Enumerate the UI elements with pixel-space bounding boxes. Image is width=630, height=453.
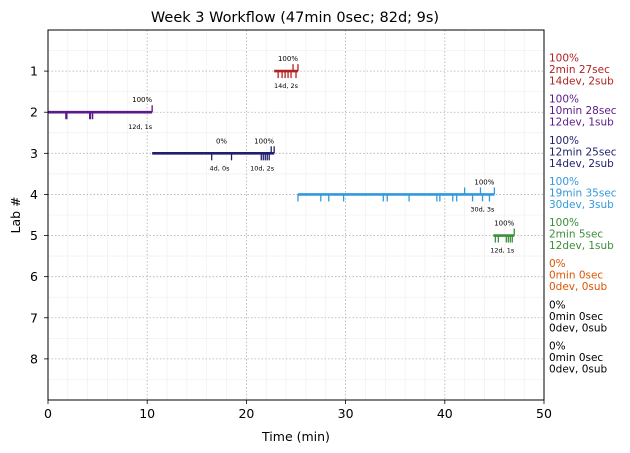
y-tick-label: 5 (30, 228, 38, 243)
side-counts: 0dev, 0sub (549, 322, 608, 334)
y-tick-label: 3 (30, 146, 38, 161)
segment-pct-label: 100% (278, 55, 298, 63)
segment-count-label: 12d, 1s (490, 247, 515, 255)
y-tick-label: 1 (30, 64, 38, 79)
side-time: 0min 0sec (549, 270, 603, 282)
side-counts: 14dev, 2sub (549, 76, 614, 88)
plot-frame (47, 29, 545, 401)
segment-pct-label: 100% (132, 96, 152, 104)
timeline-bars: 100% 14d, 2s 100% 12d, 1s 0% 4d, 0s 100% 10d, 2… (48, 55, 515, 255)
segment-pct-label: 100% (474, 178, 494, 186)
side-pct: 100% (549, 176, 579, 188)
segment-count-label: 14d, 2s (274, 82, 299, 90)
x-tick-label: 40 (437, 406, 453, 421)
side-pct: 100% (549, 53, 579, 65)
side-time: 2min 27sec (549, 64, 610, 76)
side-pct: 100% (549, 135, 579, 147)
x-tick-label: 10 (139, 406, 155, 421)
x-tick-label: 50 (536, 406, 552, 421)
side-pct: 0% (549, 340, 566, 352)
side-counts: 0dev, 0sub (549, 281, 608, 293)
segment-pct-label: 0% (216, 137, 227, 145)
x-tick-label: 0 (44, 406, 52, 421)
y-tick-label: 2 (30, 105, 38, 120)
side-counts: 30dev, 3sub (549, 199, 614, 211)
side-counts: 12dev, 1sub (549, 117, 614, 129)
side-time: 12min 25sec (549, 146, 617, 158)
axes: 0 10 20 30 40 50 1 2 3 4 5 6 7 8 (30, 64, 552, 421)
x-tick-label: 30 (338, 406, 354, 421)
y-tick-label: 7 (30, 310, 38, 325)
segment-count-label: 12d, 1s (128, 123, 153, 131)
segment-count-label: 4d, 0s (210, 164, 231, 172)
chart-title: Week 3 Workflow (47min 0sec; 82d; 9s) (151, 10, 439, 26)
segment-count-label: 10d, 2s (250, 164, 275, 172)
segment-pct-label: 100% (494, 220, 514, 228)
y-tick-label: 4 (30, 187, 38, 202)
segment-pct-label: 100% (254, 137, 274, 145)
side-time: 0min 0sec (549, 311, 603, 323)
side-pct: 100% (549, 217, 579, 229)
side-pct: 0% (549, 258, 566, 270)
side-time: 10min 28sec (549, 105, 617, 117)
y-tick-label: 6 (30, 269, 38, 284)
side-counts: 12dev, 1sub (549, 240, 614, 252)
side-pct: 0% (549, 299, 566, 311)
side-counts: 14dev, 2sub (549, 158, 614, 170)
grid (47, 30, 545, 400)
side-time: 0min 0sec (549, 352, 603, 364)
side-time: 19min 35sec (549, 187, 617, 199)
y-axis-label: Lab # (8, 196, 23, 233)
y-tick-label: 8 (30, 351, 38, 366)
side-pct: 100% (549, 94, 579, 106)
segment-count-label: 30d, 3s (470, 205, 495, 213)
side-counts: 0dev, 0sub (549, 363, 608, 375)
x-axis-label: Time (min) (261, 429, 330, 444)
x-tick-label: 20 (238, 406, 254, 421)
side-time: 2min 5sec (549, 229, 603, 241)
